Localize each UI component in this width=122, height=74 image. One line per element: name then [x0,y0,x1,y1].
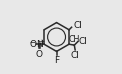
Text: +: + [38,39,44,45]
Text: −: − [30,40,36,46]
Text: Cl: Cl [78,37,87,46]
Text: N: N [36,40,43,49]
Text: O: O [30,40,37,49]
Text: CH: CH [68,35,80,44]
Text: O: O [36,50,43,59]
Text: F: F [54,56,59,65]
Text: Cl: Cl [73,21,82,30]
Text: Cl: Cl [70,51,79,60]
